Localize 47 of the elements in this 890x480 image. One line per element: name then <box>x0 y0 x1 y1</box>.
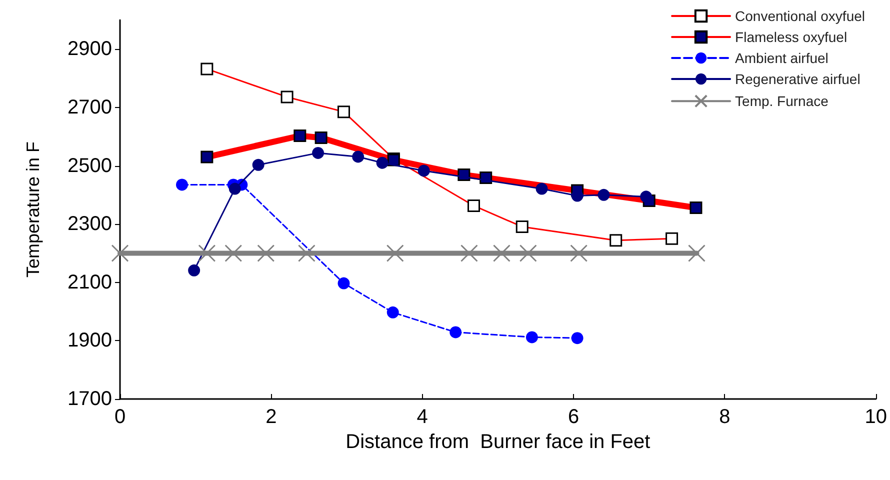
y-tick-label: 1700 <box>68 388 112 410</box>
y-tick-label: 2300 <box>68 213 112 236</box>
x-tick-label: 8 <box>719 406 730 428</box>
point <box>688 244 706 262</box>
point <box>111 244 129 262</box>
point <box>188 264 200 276</box>
y-tick-label: 2900 <box>68 38 112 60</box>
point <box>571 332 584 344</box>
x-tick-label: 4 <box>416 406 428 428</box>
point <box>376 156 388 169</box>
point <box>257 244 275 262</box>
point <box>298 244 316 262</box>
point <box>450 326 462 338</box>
point <box>228 182 241 195</box>
x-tick-label: 10 <box>864 406 887 428</box>
point <box>352 150 364 163</box>
point <box>312 146 324 159</box>
y-tick-label: 2700 <box>68 96 112 118</box>
point <box>252 158 264 171</box>
point <box>492 244 510 262</box>
point <box>224 244 242 262</box>
point <box>570 244 588 262</box>
y-tick-label: 2500 <box>68 154 112 177</box>
legend-label: Conventional oxyfuel <box>735 8 866 24</box>
x-tick-label: 2 <box>266 406 277 428</box>
point <box>460 244 478 262</box>
y-tick-label: 2100 <box>68 271 112 294</box>
point <box>386 306 399 318</box>
point <box>519 244 537 262</box>
x-tick-label: 6 <box>568 406 580 428</box>
y-axis-title: Temperature in F <box>23 141 43 278</box>
point <box>640 190 652 203</box>
legend-label: Regenerative airfuel <box>735 71 860 87</box>
point <box>176 178 188 191</box>
legend-label: Flameless oxyfuel <box>735 29 848 45</box>
point <box>526 331 538 344</box>
point <box>386 244 404 262</box>
y-tick-label: 1900 <box>68 330 112 352</box>
x-axis-title: Distance from Burner face in Feet <box>346 430 651 453</box>
x-tick-label: 0 <box>114 406 126 428</box>
point <box>418 164 430 177</box>
point <box>198 244 216 262</box>
point <box>338 277 350 290</box>
legend-label: Ambient airfuel <box>735 50 828 66</box>
point <box>536 182 548 195</box>
point <box>598 188 610 201</box>
legend-label: Temp. Furnace <box>735 93 829 110</box>
